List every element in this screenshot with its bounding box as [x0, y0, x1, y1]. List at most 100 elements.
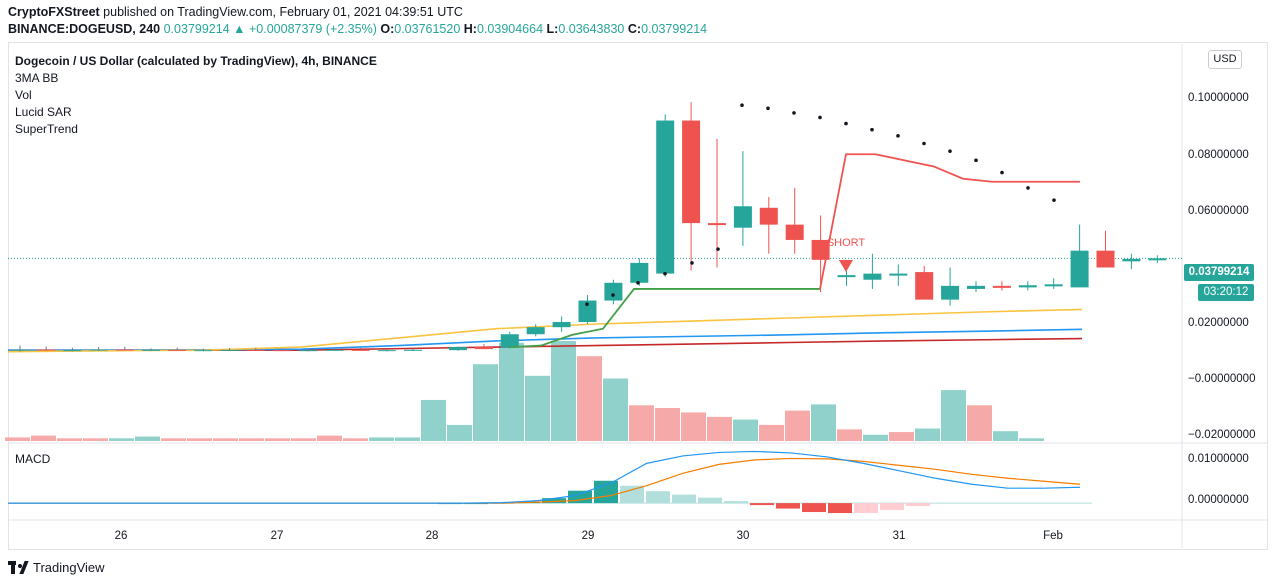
volume-bar [421, 399, 446, 441]
volume-bar [655, 407, 680, 441]
candle-body [967, 285, 985, 289]
macd-histogram-bar [776, 503, 800, 509]
volume-bar [551, 341, 576, 441]
candle-body [168, 349, 187, 351]
candle-body [733, 206, 752, 228]
low-value: 0.03643830 [558, 22, 625, 36]
volume-bar [681, 412, 706, 441]
legend-item-supertrend[interactable]: SuperTrend [15, 122, 78, 136]
sar-dot [1026, 186, 1030, 190]
candle-body [404, 349, 422, 351]
sar-dot [766, 106, 770, 111]
time-tick: 31 [892, 530, 906, 542]
currency-button[interactable]: USD [1208, 50, 1242, 69]
macd-histogram-bar [854, 503, 878, 514]
volume-bar [473, 364, 498, 441]
candle-body [11, 349, 29, 351]
sar-dot [818, 115, 822, 120]
price-tick: −0.02000000 [1188, 429, 1256, 441]
candle-body [1096, 250, 1115, 268]
sar-dot [1052, 198, 1056, 202]
legend-item-lucid-sar[interactable]: Lucid SAR [15, 105, 72, 119]
legend-item-vol[interactable]: Vol [15, 88, 32, 102]
high-label: H: [463, 22, 477, 36]
chart-frame [8, 42, 1268, 550]
publisher-name[interactable]: CryptoFXStreet [8, 5, 100, 19]
volume-bar [343, 438, 368, 441]
macd-histogram-bar [542, 498, 566, 504]
price-tick: 0.02000000 [1188, 317, 1249, 329]
open-value: 0.03761520 [394, 22, 461, 36]
last-price: 0.03799214 [163, 22, 230, 36]
candle-body [785, 224, 804, 240]
candle-body [351, 349, 370, 351]
volume-bar [889, 432, 914, 441]
last-price-tag: 0.03799214 [1184, 264, 1254, 281]
macd-histogram-bar [568, 490, 592, 504]
candle-body [811, 239, 830, 260]
candle-body [1148, 258, 1167, 261]
macd-histogram-bar [828, 503, 852, 514]
volume-bar [213, 438, 238, 441]
volume-bar [109, 438, 134, 441]
candle-body [656, 120, 675, 274]
volume-bar [915, 428, 940, 441]
volume-bar [187, 438, 212, 441]
sar-dot [948, 149, 952, 153]
time-tick: 27 [270, 530, 284, 542]
candle-body [37, 349, 56, 351]
candle-body [837, 275, 856, 278]
candle-body [115, 349, 134, 351]
macd-line [8, 450, 1081, 504]
macd-histogram-bar [750, 503, 774, 506]
volume-bar [707, 416, 732, 441]
candle-body [578, 300, 597, 322]
legend-item-3ma-bb[interactable]: 3MA BB [15, 71, 59, 85]
candle-body [889, 273, 908, 276]
sar-dot [870, 127, 874, 132]
candle-body [1018, 285, 1037, 288]
candle-body [220, 349, 239, 351]
close-value: 0.03799214 [641, 22, 708, 36]
volume-bar [785, 410, 810, 441]
candle-body [915, 272, 934, 300]
symbol-info-line: BINANCE:DOGEUSD, 240 0.03799214 ▲ +0.000… [8, 22, 707, 36]
volume-bar [941, 390, 966, 441]
bar-countdown-tag: 03:20:12 [1198, 284, 1254, 301]
candle-body [526, 327, 545, 335]
price-tick: 0.10000000 [1188, 92, 1249, 104]
volume-bar [395, 437, 420, 441]
publish-info: CryptoFXStreet published on TradingView.… [8, 5, 463, 19]
candle-body [142, 349, 160, 351]
volume-bar [1019, 438, 1044, 441]
price-tick: 0.06000000 [1188, 205, 1249, 217]
candle-body [1122, 258, 1141, 262]
tradingview-logo[interactable]: TradingView [8, 560, 105, 575]
time-tick: 26 [114, 530, 128, 542]
volume-bar [31, 435, 56, 441]
macd-pane-label[interactable]: MACD [15, 452, 51, 466]
time-tick: Feb [1043, 530, 1063, 542]
macd-histogram-bar [620, 485, 644, 504]
price-change: ▲ +0.00087379 (+2.35%) [233, 22, 377, 36]
volume-bar [5, 437, 30, 441]
candle-body [500, 334, 519, 348]
volume-bar [291, 438, 316, 441]
open-label: O: [380, 22, 395, 36]
supertrend-resistance-line [819, 153, 1080, 290]
high-value: 0.03904664 [476, 22, 544, 36]
tradingview-wordmark: TradingView [33, 560, 105, 575]
candle-body [325, 349, 344, 351]
price-tick: −0.00000000 [1188, 373, 1256, 385]
symbol-name: BINANCE:DOGEUSD, 240 [8, 22, 161, 36]
volume-bar [733, 419, 758, 441]
candle-body [63, 350, 82, 352]
macd-histogram-bar [880, 503, 904, 511]
candle-body [552, 321, 571, 328]
time-tick: 30 [736, 530, 750, 542]
sar-dot [716, 247, 720, 251]
close-label: C: [627, 22, 642, 36]
volume-bar [83, 438, 108, 441]
volume-bar [603, 378, 628, 441]
